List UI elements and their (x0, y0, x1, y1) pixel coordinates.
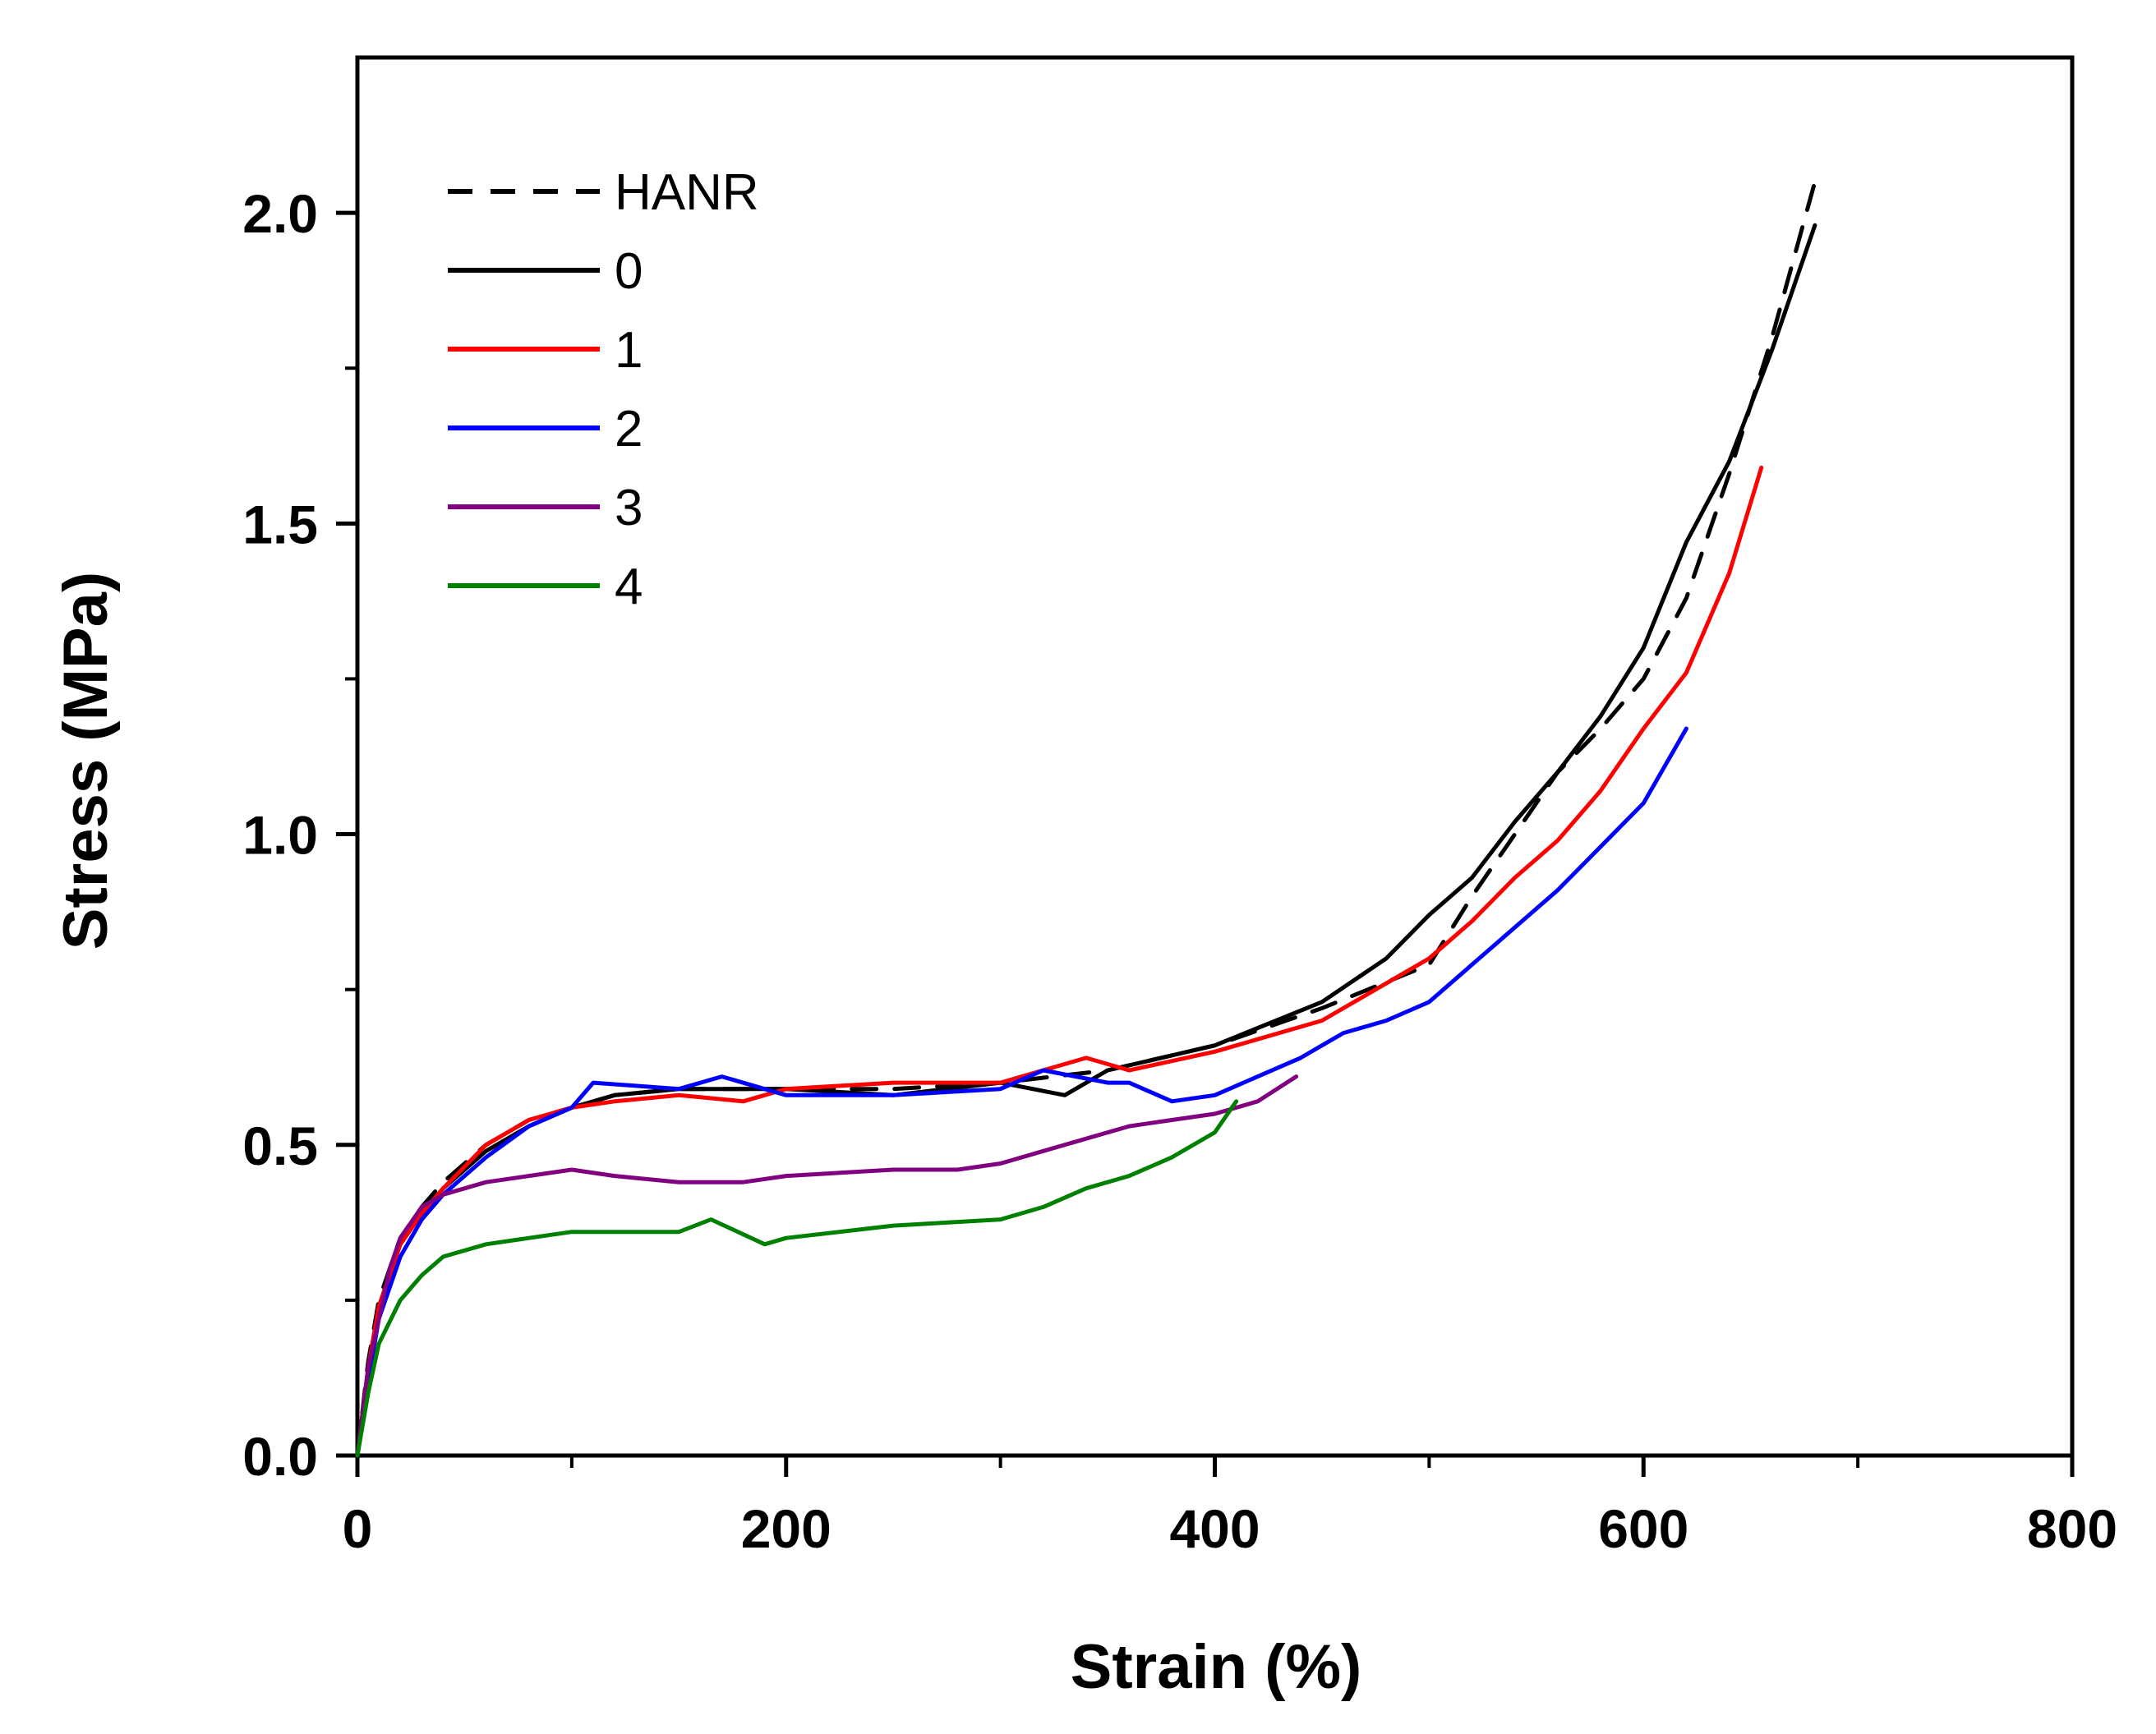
axes: 0 200 400 600 800 0.0 0.5 1.0 1.5 2.0 (242, 55, 2117, 1559)
plot-lines (355, 179, 1817, 1458)
legend-label-4: 4 (615, 559, 643, 615)
legend: HANR 0 1 2 3 4 (448, 164, 759, 615)
series-line-0 (355, 223, 1817, 1458)
legend-label-2: 2 (615, 401, 643, 458)
y-tick-label: 1.5 (242, 494, 318, 554)
x-axis-title: Strain (%) (1071, 1632, 1362, 1702)
y-tick-label: 0.0 (242, 1426, 318, 1487)
y-tick-label: 1.0 (242, 805, 318, 866)
series-line-hanr (355, 179, 1817, 1458)
legend-label-3: 3 (615, 480, 643, 536)
series-line-1 (355, 465, 1764, 1458)
legend-label-hanr: HANR (615, 164, 759, 221)
x-tick-label: 600 (1598, 1498, 1688, 1559)
x-tick-label: 400 (1169, 1498, 1260, 1559)
series-line-3 (355, 1074, 1299, 1458)
legend-label-0: 0 (615, 243, 643, 300)
x-tick-label: 200 (741, 1498, 832, 1559)
y-tick-label: 2.0 (242, 183, 318, 244)
y-axis-title: Stress (MPa) (51, 572, 121, 950)
legend-label-1: 1 (615, 322, 643, 379)
series-line-2 (355, 726, 1688, 1458)
x-tick-label: 0 (343, 1498, 373, 1559)
x-tick-label: 800 (2027, 1498, 2117, 1559)
series-line-4 (355, 1099, 1239, 1458)
y-tick-label: 0.5 (242, 1115, 318, 1176)
